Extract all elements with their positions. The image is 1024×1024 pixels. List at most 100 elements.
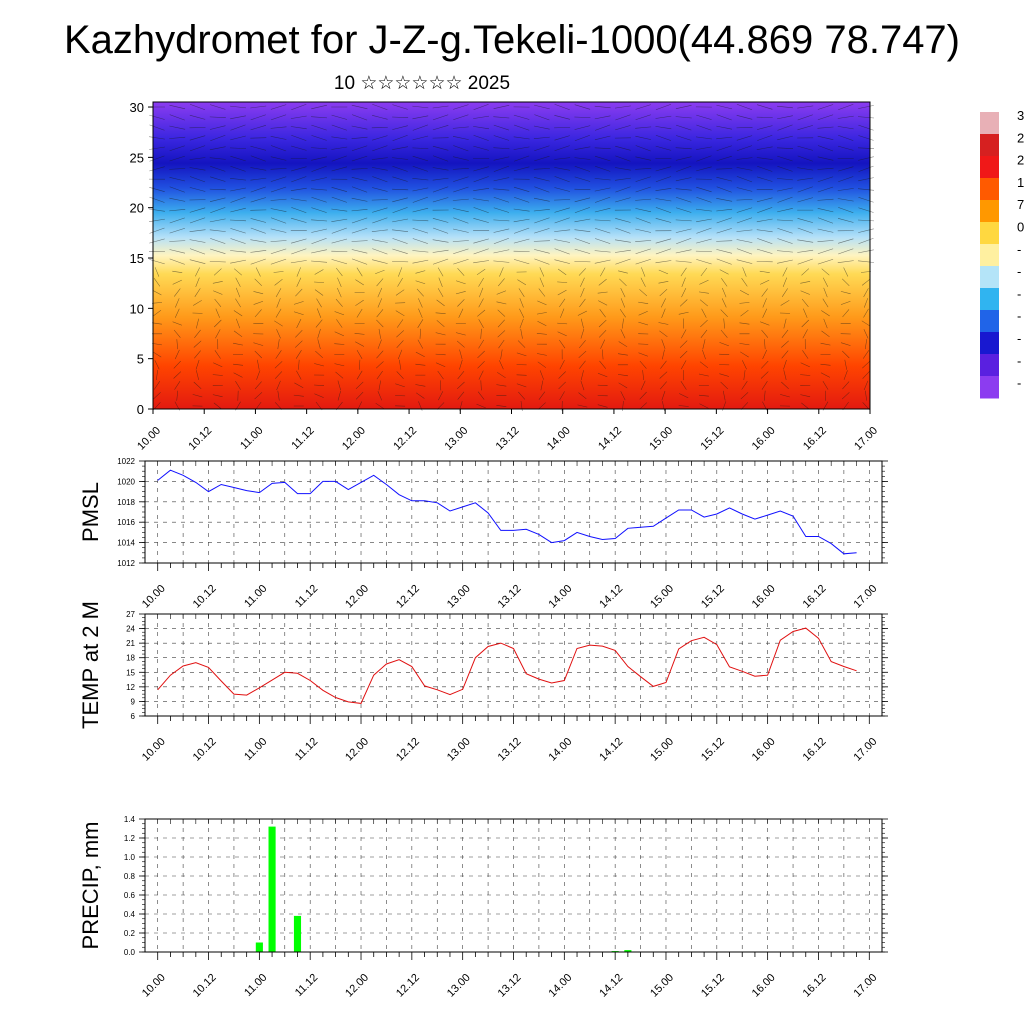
profile-xtick-label: 11.00 <box>238 425 265 452</box>
profile-xtick-label: 15.12 <box>699 425 727 453</box>
temp-ytick-label: 12 <box>126 683 135 692</box>
temp-grid <box>145 614 882 716</box>
profile-xtick-label: 16.12 <box>801 425 829 453</box>
colorbar-swatch <box>980 222 999 245</box>
temp-ytick-label: 18 <box>126 654 135 663</box>
temp-xtick-label: 13.00 <box>445 736 473 764</box>
precip-xtick-label: 14.12 <box>597 972 625 1000</box>
pmsl-panel: 10.00 10.12 11.00 11.12 12.00 12.12 13.00 13.12… <box>78 457 888 611</box>
temp-ytick-label: 6 <box>131 712 136 721</box>
pmsl-ytick-label: 1020 <box>117 477 135 486</box>
precip-xtick-label: 14.00 <box>546 972 574 1000</box>
profile-xtick-label: 14.00 <box>545 425 573 453</box>
pmsl-xtick-label: 11.00 <box>242 583 269 610</box>
colorbar-swatch <box>980 376 999 399</box>
precip-xtick-label: 15.00 <box>648 972 676 1000</box>
precip-grid <box>145 819 882 952</box>
pmsl-xtick-label: 13.12 <box>496 583 524 611</box>
colorbar-label: - <box>1017 264 1021 279</box>
pmsl-ytick-label: 1018 <box>117 498 135 507</box>
profile-xtick-label: 13.00 <box>442 425 470 453</box>
profile-xtick-label: 13.12 <box>494 425 522 453</box>
colorbar-label: - <box>1017 286 1021 301</box>
colorbar-swatch <box>980 244 999 267</box>
precip-xtick-label: 11.12 <box>293 972 320 999</box>
profile-ytick-label: 25 <box>130 150 144 165</box>
precip-xtick-label: 10.12 <box>191 972 219 1000</box>
pmsl-ylabel: PMSL <box>78 482 103 542</box>
pmsl-grid <box>145 461 882 563</box>
pmsl-xtick-label: 16.12 <box>801 583 829 611</box>
profile-panel: 0 5 10 15 20 25 30 10.00 10.12 11.00 11.12 12.00 12.… <box>130 100 881 453</box>
precip-xtick-label: 13.12 <box>496 972 524 1000</box>
pmsl-xtick-label: 15.12 <box>699 583 727 611</box>
pmsl-xtick-label: 10.00 <box>140 583 168 611</box>
precip-ytick-label: 0.8 <box>124 872 136 881</box>
colorbar-label: - <box>1017 331 1021 346</box>
colorbar-label: 1 <box>1017 175 1024 190</box>
colorbar-label: 7 <box>1017 197 1024 212</box>
profile-ytick-label: 30 <box>130 100 144 115</box>
precip-ytick-label: 1.4 <box>124 815 136 824</box>
profile-xtick-label: 15.00 <box>647 425 675 453</box>
profile-xtick-label: 11.12 <box>289 425 316 452</box>
pmsl-xtick-label: 12.00 <box>343 583 371 611</box>
precip-xtick-label: 12.00 <box>343 972 371 1000</box>
colorbar-label: - <box>1017 242 1021 257</box>
temp-ytick-label: 27 <box>126 610 135 619</box>
temp-xtick-label: 12.00 <box>343 736 371 764</box>
temp-xtick-label: 12.12 <box>394 736 422 764</box>
colorbar-label: 3 <box>1017 108 1024 123</box>
precip-ytick-label: 0.6 <box>124 891 136 900</box>
colorbar-swatch <box>980 332 999 355</box>
colorbar-swatch <box>980 354 999 377</box>
colorbar-label: 2 <box>1017 153 1024 168</box>
pmsl-ytick-label: 1016 <box>117 518 135 527</box>
temp-ytick-label: 9 <box>131 697 136 706</box>
temp-xtick-label: 10.00 <box>140 736 168 764</box>
colorbar-swatch <box>980 178 999 201</box>
chart-title: Kazhydromet for J-Z-g.Tekeli-1000(44.869… <box>63 18 960 62</box>
pmsl-xtick-label: 16.00 <box>750 583 778 611</box>
precip-bar <box>624 950 632 952</box>
precip-xtick-label: 17.00 <box>851 972 879 1000</box>
pmsl-ytick-label: 1014 <box>117 539 135 548</box>
pmsl-xtick-label: 11.12 <box>293 583 320 610</box>
temp-panel: 10.00 10.12 11.00 11.12 12.00 12.12 13.00 13.12… <box>78 601 888 764</box>
temp-xtick-label: 14.12 <box>597 736 625 764</box>
temp-xtick-label: 13.12 <box>496 736 524 764</box>
precip-bar <box>255 942 263 952</box>
precip-bar <box>293 915 302 952</box>
profile-ytick-label: 10 <box>130 301 144 316</box>
pmsl-xtick-label: 15.00 <box>648 583 676 611</box>
pmsl-xtick-label: 12.12 <box>394 583 422 611</box>
precip-panel: 10.00 10.12 11.00 11.12 12.00 12.12 13.00 13.12… <box>78 815 888 1000</box>
precip-xtick-label: 13.00 <box>445 972 473 1000</box>
colorbar-swatch <box>980 134 999 157</box>
pmsl-line <box>157 469 857 555</box>
temp-xtick-label: 15.00 <box>648 736 676 764</box>
pmsl-xtick-label: 17.00 <box>851 583 879 611</box>
profile-ytick-label: 20 <box>130 201 144 216</box>
wind-vectors <box>148 104 875 412</box>
precip-xtick-label: 12.12 <box>394 972 422 1000</box>
colorbar-label: - <box>1017 309 1021 324</box>
profile-xtick-label: 12.12 <box>391 425 419 453</box>
temp-ytick-label: 21 <box>126 639 135 648</box>
profile-xtick-label: 14.12 <box>596 425 624 453</box>
pmsl-frame <box>144 460 883 564</box>
colorbar-swatch <box>980 200 999 223</box>
colorbar-label: 2 <box>1017 130 1024 145</box>
precip-ytick-label: 0.4 <box>124 910 136 919</box>
profile-xtick-label: 12.00 <box>340 425 368 453</box>
temp-xtick-label: 11.12 <box>293 736 320 763</box>
chart-subtitle: 10 ☆☆☆☆☆☆ 2025 <box>333 73 511 94</box>
profile-field <box>153 102 870 409</box>
profile-ytick-label: 0 <box>137 402 144 417</box>
colorbar-label: - <box>1017 376 1021 391</box>
precip-xtick-label: 10.00 <box>140 972 168 1000</box>
precip-xtick-label: 11.00 <box>242 972 269 999</box>
precip-ytick-label: 0.2 <box>124 929 136 938</box>
precip-xtick-label: 16.12 <box>801 972 829 1000</box>
precip-ytick-label: 1.2 <box>124 834 136 843</box>
